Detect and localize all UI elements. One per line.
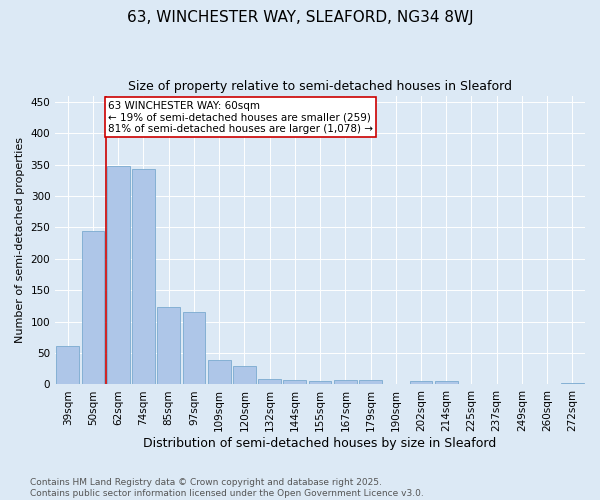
Bar	[334, 380, 356, 384]
Bar	[182, 312, 205, 384]
Bar	[359, 380, 382, 384]
Bar	[410, 380, 433, 384]
Bar	[233, 366, 256, 384]
Bar	[157, 307, 180, 384]
Bar	[107, 166, 130, 384]
Bar	[56, 346, 79, 385]
Bar	[561, 383, 584, 384]
Text: 63 WINCHESTER WAY: 60sqm
← 19% of semi-detached houses are smaller (259)
81% of : 63 WINCHESTER WAY: 60sqm ← 19% of semi-d…	[108, 100, 373, 134]
Text: Contains HM Land Registry data © Crown copyright and database right 2025.
Contai: Contains HM Land Registry data © Crown c…	[30, 478, 424, 498]
Bar	[208, 360, 230, 384]
Bar	[309, 380, 331, 384]
Y-axis label: Number of semi-detached properties: Number of semi-detached properties	[15, 137, 25, 343]
Bar	[283, 380, 306, 384]
Bar	[82, 230, 104, 384]
Bar	[435, 380, 458, 384]
Bar	[258, 379, 281, 384]
Text: 63, WINCHESTER WAY, SLEAFORD, NG34 8WJ: 63, WINCHESTER WAY, SLEAFORD, NG34 8WJ	[127, 10, 473, 25]
X-axis label: Distribution of semi-detached houses by size in Sleaford: Distribution of semi-detached houses by …	[143, 437, 497, 450]
Bar	[132, 169, 155, 384]
Title: Size of property relative to semi-detached houses in Sleaford: Size of property relative to semi-detach…	[128, 80, 512, 93]
